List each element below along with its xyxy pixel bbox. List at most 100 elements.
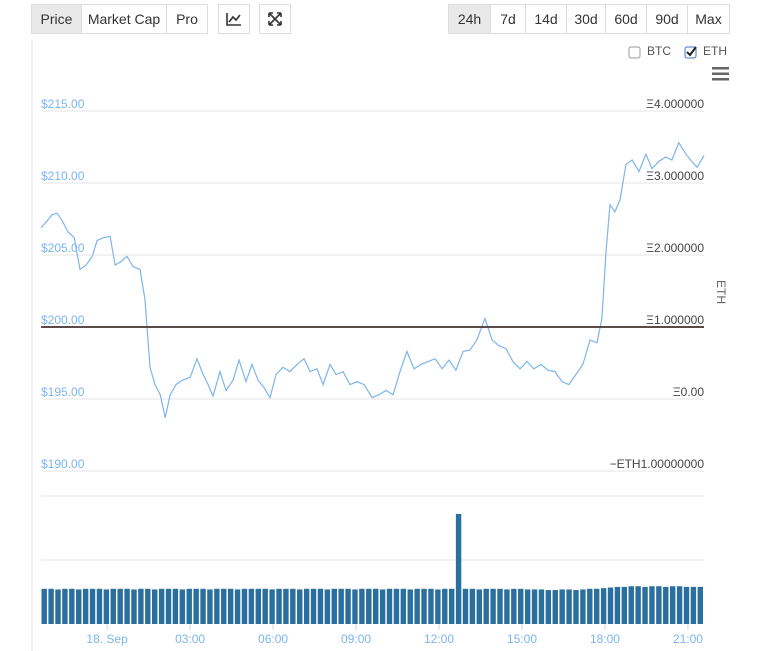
volume-bar — [62, 588, 68, 624]
y2-tick-label: Ξ2.000000 — [646, 241, 704, 255]
y2-tick-label: Ξ4.000000 — [646, 97, 704, 111]
icon — [268, 12, 282, 26]
volume-bar — [124, 588, 130, 624]
menu-icon[interactable] — [712, 67, 729, 81]
volume-bar — [317, 588, 324, 624]
volume-bar — [587, 588, 593, 624]
volume-bar — [131, 589, 137, 624]
range-button[interactable]: 14d — [525, 4, 567, 34]
volume-bar — [255, 588, 261, 624]
volume-bar — [669, 586, 676, 624]
range-button[interactable]: Max — [687, 4, 730, 34]
volume-bar — [407, 589, 413, 624]
volume-bar — [490, 588, 496, 624]
volume-bar — [172, 588, 179, 624]
tab-button[interactable]: Price — [31, 4, 82, 34]
volume-bar — [483, 588, 489, 624]
range-button[interactable]: 30d — [566, 4, 606, 34]
volume-bar — [214, 588, 220, 624]
volume-bar — [76, 589, 82, 624]
fullscreen-button[interactable] — [259, 4, 291, 34]
volume-bar — [531, 589, 538, 624]
y-tick-label: $210.00 — [41, 169, 85, 183]
x-tick-label: 21:00 — [673, 632, 703, 646]
volume-bar — [103, 589, 110, 624]
volume-bar — [621, 586, 628, 624]
volume-bar — [607, 587, 614, 624]
y2-tick-label: Ξ1.000000 — [646, 313, 704, 327]
x-tick-label: 15:00 — [507, 632, 537, 646]
x-tick-label: 09:00 — [341, 632, 371, 646]
volume-bar — [462, 588, 469, 624]
volume-bar — [373, 588, 379, 624]
x-tick-label: 03:00 — [175, 632, 205, 646]
checkmark — [686, 46, 697, 57]
volume-bar — [41, 588, 47, 624]
volume-bar — [345, 588, 351, 624]
legend-item[interactable]: BTC — [628, 44, 671, 59]
volume-bar — [435, 589, 441, 624]
volume-bar — [338, 588, 344, 624]
volume-bar — [676, 586, 683, 624]
volume-bar — [504, 589, 510, 624]
volume-bar — [697, 586, 703, 624]
volume-bar — [158, 588, 165, 624]
price-line — [40, 141, 705, 418]
icon — [226, 13, 241, 26]
volume-bar — [656, 586, 662, 624]
legend-label: BTC — [647, 44, 671, 58]
volume-bar — [497, 588, 503, 624]
volume-bar — [594, 588, 600, 624]
y-tick-label: $195.00 — [41, 385, 85, 399]
volume-bar — [110, 588, 116, 624]
volume-bar — [442, 588, 448, 624]
chart-type-button[interactable] — [218, 4, 250, 34]
volume-bar — [614, 586, 621, 624]
volume-bar — [207, 589, 213, 624]
range-button[interactable]: 90d — [646, 4, 688, 34]
volume-bar — [241, 588, 248, 624]
volume-bar — [269, 589, 275, 624]
range-button[interactable]: 60d — [605, 4, 647, 34]
volume-bar — [69, 588, 75, 624]
y-tick-label: $205.00 — [41, 241, 85, 255]
volume-bar — [179, 589, 186, 624]
volume-bar — [600, 588, 607, 624]
checkbox — [628, 46, 641, 59]
volume-bar — [566, 589, 572, 624]
range-button[interactable]: 7d — [490, 4, 526, 34]
volume-bar — [635, 586, 641, 624]
legend-label: ETH — [703, 44, 727, 58]
volume-bar — [262, 588, 268, 624]
volume-bar — [55, 589, 61, 624]
volume-bar — [518, 588, 524, 624]
tab-button[interactable]: Pro — [166, 4, 208, 34]
volume-bar — [573, 590, 579, 624]
volume-bar — [663, 586, 669, 624]
volume-bar — [379, 589, 386, 624]
volume-bar — [642, 586, 648, 624]
tab-button[interactable]: Market Cap — [81, 4, 167, 34]
volume-bar — [324, 589, 331, 624]
volume-bar — [193, 588, 199, 624]
volume-bar — [186, 588, 192, 624]
volume-bar — [421, 588, 427, 624]
volume-bar — [393, 588, 400, 624]
volume-bar — [628, 586, 634, 624]
volume-bar — [552, 590, 558, 624]
range-button[interactable]: 24h — [448, 4, 491, 34]
x-tick-label: 12:00 — [424, 632, 454, 646]
volume-bar — [303, 588, 310, 624]
volume-bar — [455, 513, 462, 624]
y2-axis-label: ETH — [714, 280, 728, 304]
volume-bar — [82, 588, 89, 624]
volume-bar — [48, 588, 54, 624]
volume-bar — [511, 588, 517, 624]
volume-bar — [559, 589, 565, 624]
legend-item[interactable]: ETH — [684, 44, 727, 59]
volume-bar — [165, 588, 172, 624]
volume-bar — [310, 588, 317, 624]
volume-bar — [221, 588, 227, 624]
y-tick-label: $200.00 — [41, 313, 85, 327]
